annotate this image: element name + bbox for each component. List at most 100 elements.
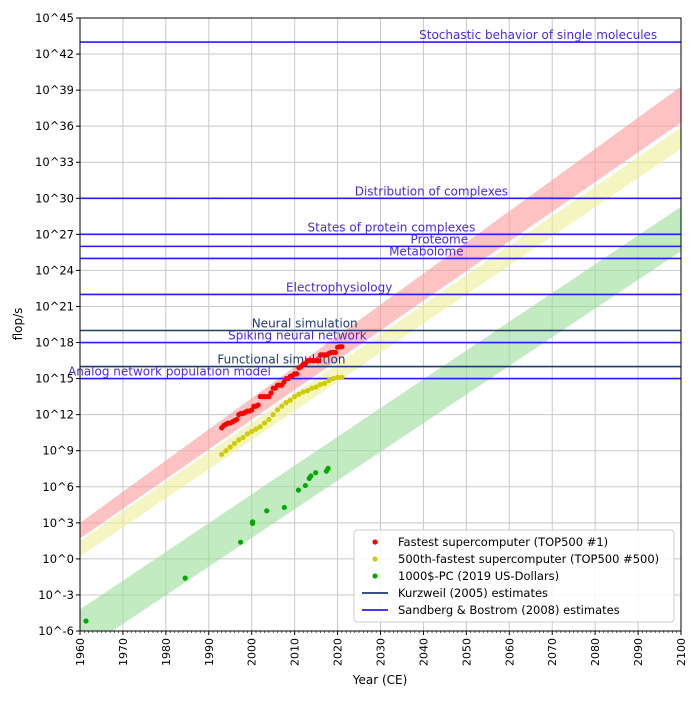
data-point	[249, 519, 256, 525]
data-point	[253, 426, 259, 432]
y-tick-label: 10^-3	[38, 588, 74, 602]
reference-line-label: Analog network population model	[68, 365, 271, 379]
y-tick-label: 10^24	[35, 263, 74, 277]
legend-label: Kurzweil (2005) estimates	[398, 586, 548, 600]
reference-line-label: Stochastic behavior of single molecules	[419, 28, 657, 42]
data-point	[322, 380, 328, 386]
data-point	[266, 416, 272, 423]
data-point	[257, 424, 263, 430]
reference-lines: Stochastic behavior of single molecules D…	[68, 28, 681, 380]
x-tick-label: 2010	[289, 638, 302, 666]
data-point	[302, 482, 308, 489]
data-point	[339, 374, 345, 380]
data-point	[334, 374, 341, 380]
reference-line-label: States of protein complexes	[308, 220, 476, 234]
data-point	[308, 473, 314, 479]
data-point	[304, 388, 311, 394]
x-tick-label: 1960	[74, 638, 87, 666]
data-point	[274, 407, 281, 413]
data-point	[339, 344, 345, 350]
x-tick-label: 2060	[503, 638, 516, 666]
y-tick-label: 10^15	[35, 372, 74, 386]
data-point	[313, 470, 319, 476]
legend-marker-dot	[372, 573, 378, 579]
data-point	[219, 451, 225, 457]
y-axis-label: flop/s	[11, 308, 25, 341]
data-point	[231, 440, 238, 447]
reference-line-label: Electrophysiology	[286, 280, 392, 294]
data-point	[227, 444, 233, 450]
y-tick-label: 10^-6	[38, 624, 74, 638]
x-tick-label: 2020	[332, 638, 345, 666]
reference-line-label: Neural simulation	[252, 317, 358, 331]
trend-band	[80, 206, 681, 631]
x-axis-label: Year (CE)	[352, 673, 408, 687]
x-tick-label: 2040	[417, 638, 430, 666]
x-tick-label: 2090	[632, 638, 645, 666]
y-tick-label: 10^6	[42, 480, 74, 494]
legend-label: 1000$-PC (2019 US-Dollars)	[398, 569, 559, 583]
x-tick-label: 1990	[203, 638, 216, 666]
data-point	[244, 431, 251, 437]
y-tick-label: 10^27	[35, 227, 74, 241]
data-point	[281, 504, 287, 511]
data-point	[182, 575, 188, 581]
data-point	[270, 412, 276, 418]
data-point	[313, 384, 319, 390]
data-point	[83, 618, 89, 624]
data-point	[283, 400, 289, 406]
data-point	[309, 385, 315, 391]
y-tick-label: 10^33	[35, 155, 74, 169]
reference-line-label: Proteome	[411, 232, 469, 246]
data-point	[295, 487, 302, 493]
data-point	[317, 381, 323, 388]
data-point	[240, 434, 246, 441]
legend: Fastest supercomputer (TOP500 #1) 500th-f…	[353, 529, 675, 623]
data-points	[83, 344, 345, 624]
x-tick-label: 2100	[675, 638, 688, 666]
x-tick-label: 2080	[589, 638, 602, 666]
y-tick-label: 10^18	[35, 336, 74, 350]
data-point	[261, 420, 268, 426]
axes: 1960 1970 1980 1990 2000 2010 2020 2030 2040 2050…	[35, 11, 688, 666]
y-tick-label: 10^42	[35, 47, 74, 61]
x-tick-label: 2050	[460, 638, 473, 666]
y-tick-label: 10^0	[42, 552, 74, 566]
data-point	[315, 357, 321, 364]
reference-line-label: Distribution of complexes	[355, 184, 508, 198]
legend-marker-dot	[372, 539, 378, 545]
legend-label: Sandberg & Bostrom (2008) estimates	[398, 603, 620, 617]
x-tick-label: 1980	[160, 638, 173, 666]
data-point	[223, 448, 229, 454]
y-tick-label: 10^9	[42, 444, 74, 458]
data-point	[330, 375, 336, 382]
data-point	[300, 389, 306, 395]
data-point	[294, 371, 300, 377]
data-point	[296, 391, 302, 397]
data-point	[249, 428, 255, 435]
data-point	[237, 539, 244, 545]
data-point	[325, 465, 331, 471]
data-point	[326, 377, 332, 383]
data-point	[264, 508, 270, 514]
data-point	[279, 403, 285, 409]
y-tick-label: 10^12	[35, 408, 74, 422]
data-point	[268, 390, 274, 396]
y-tick-label: 10^3	[42, 516, 74, 530]
data-point	[292, 394, 298, 400]
y-tick-label: 10^21	[35, 299, 74, 313]
y-tick-label: 10^39	[35, 83, 74, 97]
x-tick-label: 2070	[546, 638, 559, 666]
data-point	[255, 402, 261, 408]
legend-box	[353, 529, 675, 623]
y-tick-label: 10^30	[35, 191, 74, 205]
y-tick-label: 10^36	[35, 119, 74, 133]
data-point	[287, 397, 293, 403]
reference-line-label: Metabolome	[389, 244, 464, 258]
legend-label: Fastest supercomputer (TOP500 #1)	[398, 535, 608, 549]
legend-marker-dot	[372, 556, 378, 562]
data-point	[236, 437, 242, 443]
x-tick-label: 1970	[117, 638, 130, 666]
